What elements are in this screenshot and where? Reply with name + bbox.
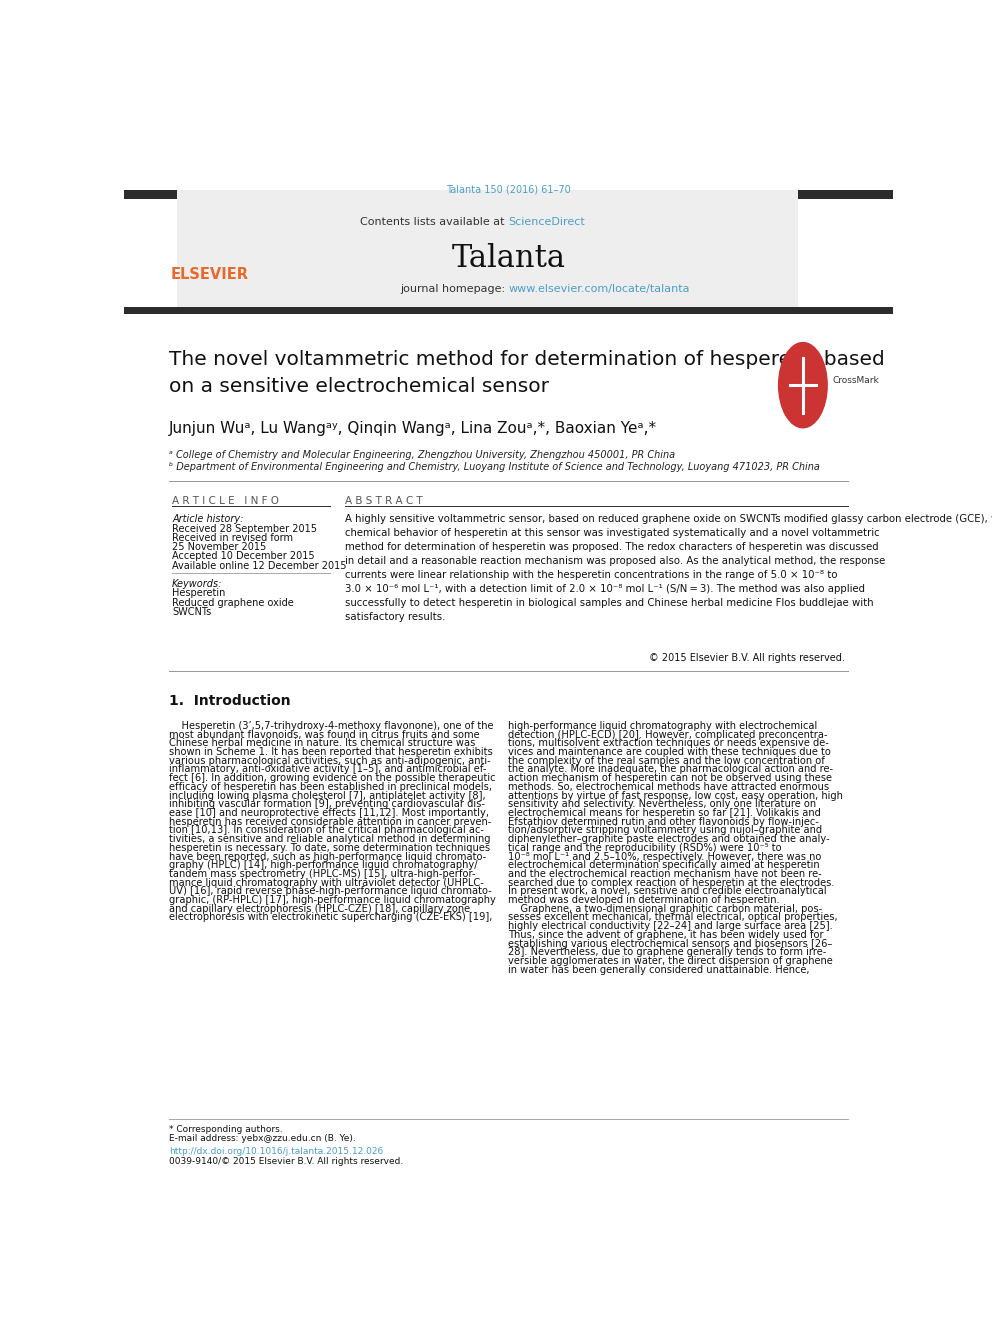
Text: graphic, (RP-HPLC) [17], high-performance liquid chromatography: graphic, (RP-HPLC) [17], high-performanc… [169,896,496,905]
Text: Junjun Wuᵃ, Lu Wangᵃʸ, Qinqin Wangᵃ, Lina Zouᵃ,*, Baoxian Yeᵃ,*: Junjun Wuᵃ, Lu Wangᵃʸ, Qinqin Wangᵃ, Lin… [169,421,657,435]
Text: Reduced graphene oxide: Reduced graphene oxide [172,598,294,607]
Text: sensitivity and selectivity. Nevertheless, only one literature on: sensitivity and selectivity. Nevertheles… [509,799,816,810]
Text: Thus, since the advent of graphene, it has been widely used for: Thus, since the advent of graphene, it h… [509,930,824,939]
Text: tion/adsorptive stripping voltammetry using nujol–graphite and: tion/adsorptive stripping voltammetry us… [509,826,822,835]
Text: Received in revised form: Received in revised form [172,533,293,542]
Text: 0039-9140/© 2015 Elsevier B.V. All rights reserved.: 0039-9140/© 2015 Elsevier B.V. All right… [169,1156,403,1166]
Text: www.elsevier.com/locate/talanta: www.elsevier.com/locate/talanta [509,284,689,294]
Text: on a sensitive electrochemical sensor: on a sensitive electrochemical sensor [169,377,549,397]
Text: electrochemical means for hesperetin so far [21]. Volikakis and: electrochemical means for hesperetin so … [509,808,821,818]
Text: inhibiting vascular formation [9], preventing cardiovascular dis-: inhibiting vascular formation [9], preve… [169,799,485,810]
Text: Graphene, a two-dimensional graphitic carbon material, pos-: Graphene, a two-dimensional graphitic ca… [509,904,822,914]
Text: vices and maintenance are coupled with these techniques due to: vices and maintenance are coupled with t… [509,747,831,757]
Bar [124,189,893,198]
Text: diphenylether–graphite paste electrodes and obtained the analy-: diphenylether–graphite paste electrodes … [509,833,830,844]
Text: most abundant flavonoids, was found in citrus fruits and some: most abundant flavonoids, was found in c… [169,729,479,740]
Text: the analyte. More inadequate, the pharmacological action and re-: the analyte. More inadequate, the pharma… [509,765,833,774]
Text: Contents lists available at: Contents lists available at [360,217,509,228]
Text: including lowing plasma cholesterol [7], antiplatelet activity [8],: including lowing plasma cholesterol [7],… [169,791,485,800]
Text: * Corresponding authors.: * Corresponding authors. [169,1125,283,1134]
Text: shown in Scheme 1. It has been reported that hesperetin exhibits: shown in Scheme 1. It has been reported … [169,747,493,757]
Text: ScienceDirect: ScienceDirect [509,217,585,228]
Text: Article history:: Article history: [172,515,243,524]
Text: In present work, a novel, sensitive and credible electroanalytical: In present work, a novel, sensitive and … [509,886,827,897]
Text: versible agglomerates in water, the direct dispersion of graphene: versible agglomerates in water, the dire… [509,957,833,966]
Bar [177,189,799,312]
Text: mance liquid chromatography with ultraviolet detector (UHPLC-: mance liquid chromatography with ultravi… [169,877,484,888]
Text: efficacy of hesperetin has been established in preclinical models,: efficacy of hesperetin has been establis… [169,782,492,792]
Text: ᵇ Department of Environmental Engineering and Chemistry, Luoyang Institute of Sc: ᵇ Department of Environmental Engineerin… [169,462,819,472]
Text: sesses excellent mechanical, thermal electrical, optical properties,: sesses excellent mechanical, thermal ele… [509,913,838,922]
Text: detection (HPLC-ECD) [20]. However, complicated preconcentra-: detection (HPLC-ECD) [20]. However, comp… [509,729,828,740]
Text: ᵃ College of Chemistry and Molecular Engineering, Zhengzhou University, Zhengzho: ᵃ College of Chemistry and Molecular Eng… [169,450,676,460]
Text: tion [10,13]. In consideration of the critical pharmacological ac-: tion [10,13]. In consideration of the cr… [169,826,484,835]
Text: electrophoresis with electrokinetic supercharging (CZE-EKS) [19],: electrophoresis with electrokinetic supe… [169,913,492,922]
Text: and capillary electrophoresis (HPLC-CZE) [18], capillary zone: and capillary electrophoresis (HPLC-CZE)… [169,904,470,914]
Text: inflammatory, anti-oxidative activity [1–5], and antimicrobial ef-: inflammatory, anti-oxidative activity [1… [169,765,486,774]
Text: journal homepage:: journal homepage: [400,284,509,294]
Text: A B S T R A C T: A B S T R A C T [345,496,423,505]
Text: tions, multisolvent extraction techniques or needs expensive de-: tions, multisolvent extraction technique… [509,738,829,749]
Ellipse shape [778,341,828,429]
Text: SWCNTs: SWCNTs [172,607,211,617]
Text: 1.  Introduction: 1. Introduction [169,693,291,708]
Text: The novel voltammetric method for determination of hesperetin based: The novel voltammetric method for determ… [169,349,885,369]
Text: establishing various electrochemical sensors and biosensors [26–: establishing various electrochemical sen… [509,938,832,949]
Text: the complexity of the real samples and the low concentration of: the complexity of the real samples and t… [509,755,825,766]
Text: UV) [16], rapid reverse phase-high-performance liquid chromato-: UV) [16], rapid reverse phase-high-perfo… [169,886,492,897]
Text: Hesperetin (3’,5,7-trihydroxy-4-methoxy flavonone), one of the: Hesperetin (3’,5,7-trihydroxy-4-methoxy … [169,721,493,730]
Text: electrochemical determination specifically aimed at hesperetin: electrochemical determination specifical… [509,860,820,871]
Text: © 2015 Elsevier B.V. All rights reserved.: © 2015 Elsevier B.V. All rights reserved… [649,654,845,663]
Text: highly electrical conductivity [22–24] and large surface area [25].: highly electrical conductivity [22–24] a… [509,921,833,931]
Text: action mechanism of hesperetin can not be observed using these: action mechanism of hesperetin can not b… [509,773,832,783]
Text: various pharmacological activities, such as anti-adipogenic, anti-: various pharmacological activities, such… [169,755,491,766]
Text: Keywords:: Keywords: [172,579,222,589]
Text: tivities, a sensitive and reliable analytical method in determining: tivities, a sensitive and reliable analy… [169,833,490,844]
Text: ease [10] and neuroprotective effects [11,12]. Most importantly,: ease [10] and neuroprotective effects [1… [169,808,489,818]
Text: Efstathiov determined rutin and other flavonoids by flow-injec-: Efstathiov determined rutin and other fl… [509,816,819,827]
Text: tandem mass spectrometry (HPLC-MS) [15], ultra-high-perfor-: tandem mass spectrometry (HPLC-MS) [15],… [169,869,475,878]
Text: Available online 12 December 2015: Available online 12 December 2015 [172,561,346,570]
Text: 28]. Nevertheless, due to graphene generally tends to form irre-: 28]. Nevertheless, due to graphene gener… [509,947,826,958]
Text: in water has been generally considered unattainable. Hence,: in water has been generally considered u… [509,964,809,975]
Bar [124,307,893,315]
Text: graphy (HPLC) [14], high-performance liquid chromatography/: graphy (HPLC) [14], high-performance liq… [169,860,477,871]
Text: hesperetin is necessary. To date, some determination techniques: hesperetin is necessary. To date, some d… [169,843,490,853]
Text: Accepted 10 December 2015: Accepted 10 December 2015 [172,552,314,561]
Text: have been reported, such as high-performance liquid chromato-: have been reported, such as high-perform… [169,852,486,861]
Text: Chinese herbal medicine in nature. Its chemical structure was: Chinese herbal medicine in nature. Its c… [169,738,475,749]
Text: 25 November 2015: 25 November 2015 [172,542,266,552]
Text: http://dx.doi.org/10.1016/j.talanta.2015.12.026: http://dx.doi.org/10.1016/j.talanta.2015… [169,1147,383,1156]
Text: Received 28 September 2015: Received 28 September 2015 [172,524,317,533]
Text: CrossMark: CrossMark [832,376,879,385]
Text: method was developed in determination of hesperetin.: method was developed in determination of… [509,896,780,905]
Text: searched due to complex reaction of hesperetin at the electrodes.: searched due to complex reaction of hesp… [509,877,835,888]
Text: E-mail address: yebx@zzu.edu.cn (B. Ye).: E-mail address: yebx@zzu.edu.cn (B. Ye). [169,1134,356,1143]
Text: Talanta 150 (2016) 61–70: Talanta 150 (2016) 61–70 [446,185,570,194]
Text: A highly sensitive voltammetric sensor, based on reduced graphene oxide on SWCNT: A highly sensitive voltammetric sensor, … [345,515,992,623]
Text: high-performance liquid chromatography with electrochemical: high-performance liquid chromatography w… [509,721,817,730]
Text: attentions by virtue of fast response, low cost, easy operation, high: attentions by virtue of fast response, l… [509,791,843,800]
Text: methods. So, electrochemical methods have attracted enormous: methods. So, electrochemical methods hav… [509,782,829,792]
Text: 10⁻⁸ mol L⁻¹ and 2.5–10%, respectively. However, there was no: 10⁻⁸ mol L⁻¹ and 2.5–10%, respectively. … [509,852,821,861]
Text: and the electrochemical reaction mechanism have not been re-: and the electrochemical reaction mechani… [509,869,822,878]
Text: Hesperetin: Hesperetin [172,589,225,598]
Text: ELSEVIER: ELSEVIER [171,266,248,282]
Text: A R T I C L E   I N F O: A R T I C L E I N F O [172,496,279,505]
Text: tical range and the reproducibility (RSD%) were 10⁻⁵ to: tical range and the reproducibility (RSD… [509,843,782,853]
Text: hesperetin has received considerable attention in cancer preven-: hesperetin has received considerable att… [169,816,491,827]
Text: Talanta: Talanta [451,243,565,274]
Text: fect [6]. In addition, growing evidence on the possible therapeutic: fect [6]. In addition, growing evidence … [169,773,495,783]
